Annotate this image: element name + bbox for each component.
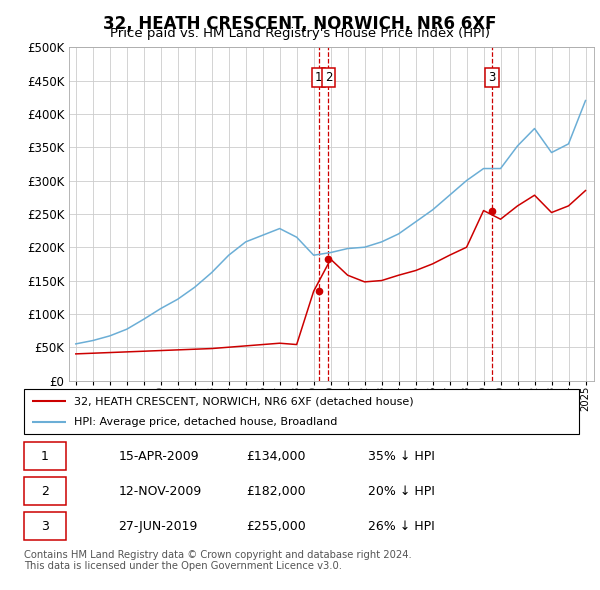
- FancyBboxPatch shape: [24, 442, 65, 470]
- Text: £255,000: £255,000: [246, 520, 306, 533]
- Text: 26% ↓ HPI: 26% ↓ HPI: [368, 520, 435, 533]
- Text: £182,000: £182,000: [246, 484, 305, 498]
- Text: 2: 2: [325, 71, 332, 84]
- FancyBboxPatch shape: [24, 512, 65, 540]
- Text: £134,000: £134,000: [246, 450, 305, 463]
- Text: 32, HEATH CRESCENT, NORWICH, NR6 6XF (detached house): 32, HEATH CRESCENT, NORWICH, NR6 6XF (de…: [74, 396, 413, 407]
- Text: HPI: Average price, detached house, Broadland: HPI: Average price, detached house, Broa…: [74, 417, 337, 427]
- Text: Contains HM Land Registry data © Crown copyright and database right 2024.
This d: Contains HM Land Registry data © Crown c…: [24, 550, 412, 572]
- Text: 1: 1: [41, 450, 49, 463]
- Text: 20% ↓ HPI: 20% ↓ HPI: [368, 484, 435, 498]
- Text: 35% ↓ HPI: 35% ↓ HPI: [368, 450, 435, 463]
- Text: Price paid vs. HM Land Registry's House Price Index (HPI): Price paid vs. HM Land Registry's House …: [110, 27, 490, 40]
- Text: 15-APR-2009: 15-APR-2009: [118, 450, 199, 463]
- FancyBboxPatch shape: [24, 477, 65, 506]
- Text: 12-NOV-2009: 12-NOV-2009: [118, 484, 202, 498]
- Text: 1: 1: [315, 71, 322, 84]
- Text: 3: 3: [488, 71, 496, 84]
- Text: 3: 3: [41, 520, 49, 533]
- Text: 27-JUN-2019: 27-JUN-2019: [118, 520, 198, 533]
- Text: 32, HEATH CRESCENT, NORWICH, NR6 6XF: 32, HEATH CRESCENT, NORWICH, NR6 6XF: [103, 15, 497, 34]
- Text: 2: 2: [41, 484, 49, 498]
